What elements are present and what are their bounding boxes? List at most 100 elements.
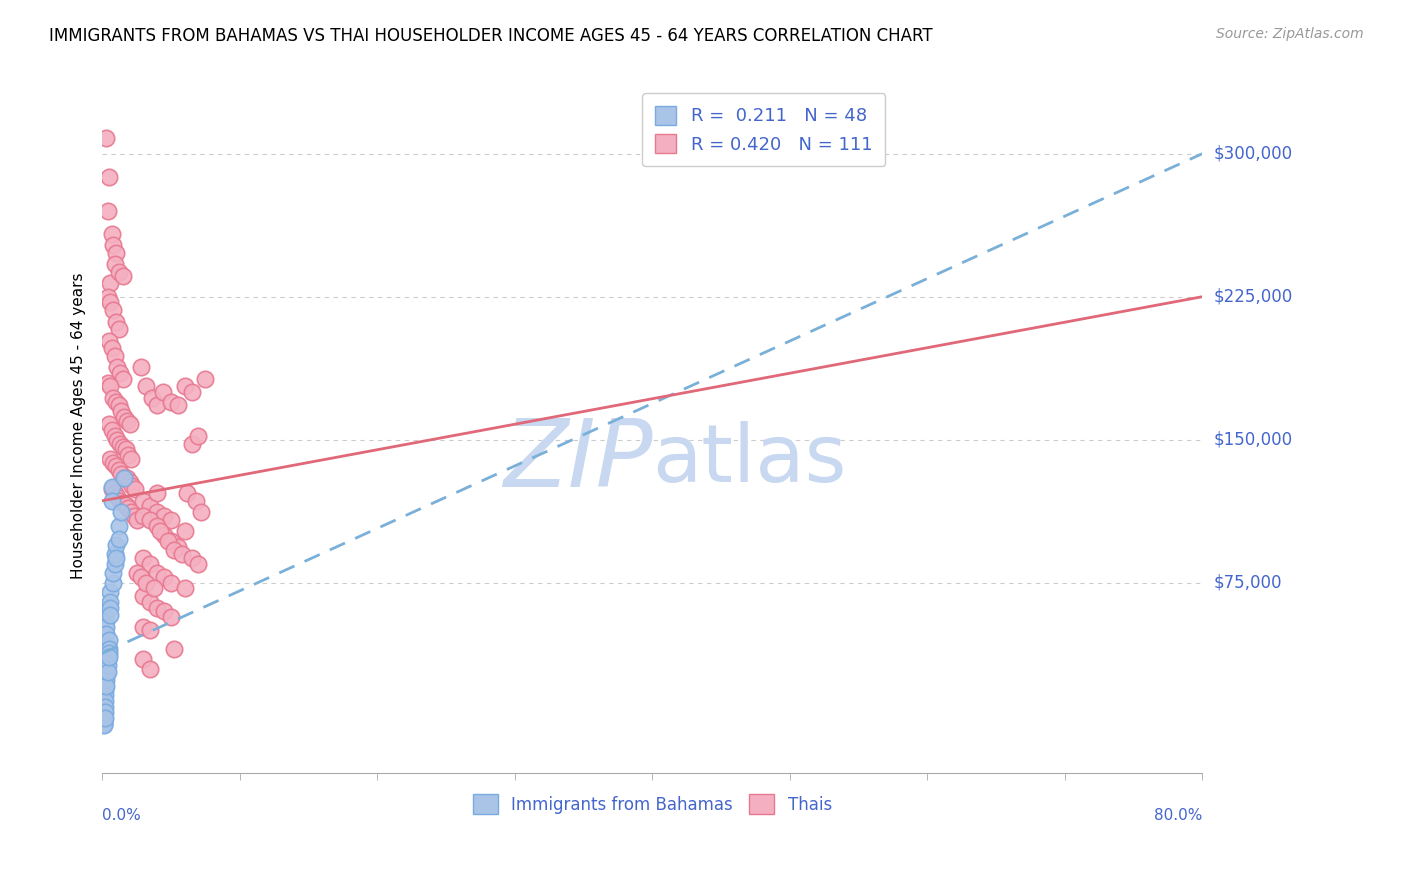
Point	[180, 385, 202, 400]
Point	[160, 513, 183, 527]
Point	[146, 518, 169, 533]
Point	[120, 451, 142, 466]
Point	[104, 538, 127, 552]
Point	[103, 391, 125, 405]
Point	[103, 547, 125, 561]
Y-axis label: Householder Income Ages 45 - 64 years: Householder Income Ages 45 - 64 years	[72, 272, 86, 579]
Point	[103, 257, 125, 271]
Point	[194, 372, 217, 386]
Point	[135, 575, 157, 590]
Text: ZIP: ZIP	[502, 415, 652, 506]
Point	[104, 245, 127, 260]
Point	[93, 704, 115, 718]
Point	[96, 662, 118, 676]
Point	[153, 604, 176, 618]
Point	[103, 456, 125, 470]
Point	[112, 471, 135, 485]
Point	[97, 665, 120, 680]
Point	[98, 646, 121, 660]
Point	[125, 513, 148, 527]
Point	[103, 575, 125, 590]
Point	[111, 372, 134, 386]
Text: $150,000: $150,000	[1213, 431, 1292, 449]
Point	[93, 713, 115, 727]
Point	[124, 483, 146, 497]
Point	[104, 314, 127, 328]
Point	[96, 131, 118, 145]
Point	[132, 652, 155, 666]
Point	[107, 399, 129, 413]
Point	[132, 493, 155, 508]
Point	[103, 238, 125, 252]
Point	[107, 532, 129, 546]
Point	[121, 478, 143, 492]
Text: 0.0%: 0.0%	[103, 808, 141, 822]
Point	[107, 265, 129, 279]
Point	[104, 459, 127, 474]
Point	[190, 505, 212, 519]
Point	[176, 486, 198, 500]
Point	[111, 441, 134, 455]
Point	[100, 277, 122, 291]
Point	[98, 417, 121, 432]
Point	[101, 227, 124, 241]
Point	[97, 290, 120, 304]
Point	[187, 557, 209, 571]
Legend: Immigrants from Bahamas, Thais: Immigrants from Bahamas, Thais	[463, 784, 842, 824]
Point	[160, 575, 183, 590]
Point	[101, 341, 124, 355]
Point	[105, 490, 128, 504]
Point	[100, 600, 122, 615]
Point	[139, 624, 162, 638]
Point	[97, 376, 120, 390]
Point	[103, 566, 125, 581]
Point	[166, 540, 188, 554]
Text: $300,000: $300,000	[1213, 145, 1292, 162]
Point	[132, 551, 155, 566]
Point	[93, 696, 115, 710]
Point	[180, 551, 202, 566]
Point	[96, 673, 118, 687]
Point	[135, 379, 157, 393]
Point	[100, 595, 122, 609]
Text: Source: ZipAtlas.com: Source: ZipAtlas.com	[1216, 27, 1364, 41]
Text: IMMIGRANTS FROM BAHAMAS VS THAI HOUSEHOLDER INCOME AGES 45 - 64 YEARS CORRELATIO: IMMIGRANTS FROM BAHAMAS VS THAI HOUSEHOL…	[49, 27, 932, 45]
Text: $225,000: $225,000	[1213, 288, 1292, 306]
Point	[187, 429, 209, 443]
Text: 80.0%: 80.0%	[1154, 808, 1202, 822]
Point	[173, 524, 195, 539]
Point	[93, 709, 115, 723]
Point	[166, 399, 188, 413]
Point	[108, 493, 131, 508]
Point	[107, 518, 129, 533]
Point	[117, 448, 139, 462]
Point	[101, 483, 124, 497]
Point	[146, 600, 169, 615]
Point	[96, 679, 118, 693]
Point	[98, 632, 121, 647]
Point	[93, 684, 115, 698]
Point	[132, 508, 155, 523]
Point	[98, 169, 121, 184]
Point	[103, 429, 125, 443]
Point	[146, 486, 169, 500]
Point	[160, 533, 183, 548]
Point	[141, 391, 163, 405]
Point	[163, 543, 186, 558]
Point	[152, 385, 174, 400]
Point	[94, 694, 117, 708]
Point	[129, 570, 152, 584]
Point	[139, 557, 162, 571]
Point	[93, 714, 115, 729]
Point	[98, 642, 121, 657]
Point	[173, 379, 195, 393]
Point	[104, 394, 127, 409]
Point	[97, 652, 120, 666]
Point	[115, 471, 138, 485]
Point	[184, 493, 207, 508]
Point	[94, 699, 117, 714]
Point	[139, 595, 162, 609]
Point	[146, 505, 169, 519]
Point	[160, 394, 183, 409]
Point	[97, 657, 120, 672]
